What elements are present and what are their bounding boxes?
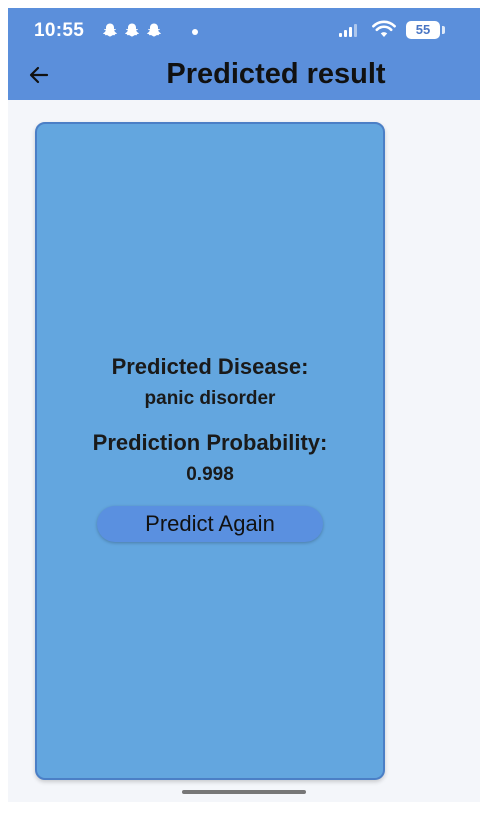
page-title: Predicted result <box>166 58 386 90</box>
predict-again-button[interactable]: Predict Again <box>97 506 323 542</box>
probability-label: Prediction Probability: <box>92 430 328 455</box>
screen: 10:55 55 Predicted result Predi <box>8 8 480 802</box>
home-indicator <box>182 790 306 794</box>
status-time: 10:55 <box>34 20 85 41</box>
disease-value: panic disorder <box>144 388 276 409</box>
snapchat-icon <box>147 23 161 37</box>
signal-icon <box>339 23 357 37</box>
wifi-icon <box>372 20 396 37</box>
result-card: Predicted Disease: panic disorder Predic… <box>35 122 385 780</box>
disease-label: Predicted Disease: <box>111 354 309 379</box>
notification-icons <box>102 22 162 38</box>
battery-tip <box>442 26 445 34</box>
status-bar: 10:55 55 <box>8 8 480 48</box>
snapchat-icon <box>125 23 139 37</box>
result-content: Predicted Disease: panic disorder Predic… <box>37 354 383 542</box>
battery-icon: 55 <box>406 21 440 39</box>
arrow-left-icon[interactable] <box>26 62 52 88</box>
dot-icon <box>192 29 198 35</box>
app-bar: 10:55 55 Predicted result <box>8 8 480 100</box>
snapchat-icon <box>103 23 117 37</box>
probability-value: 0.998 <box>186 464 234 485</box>
